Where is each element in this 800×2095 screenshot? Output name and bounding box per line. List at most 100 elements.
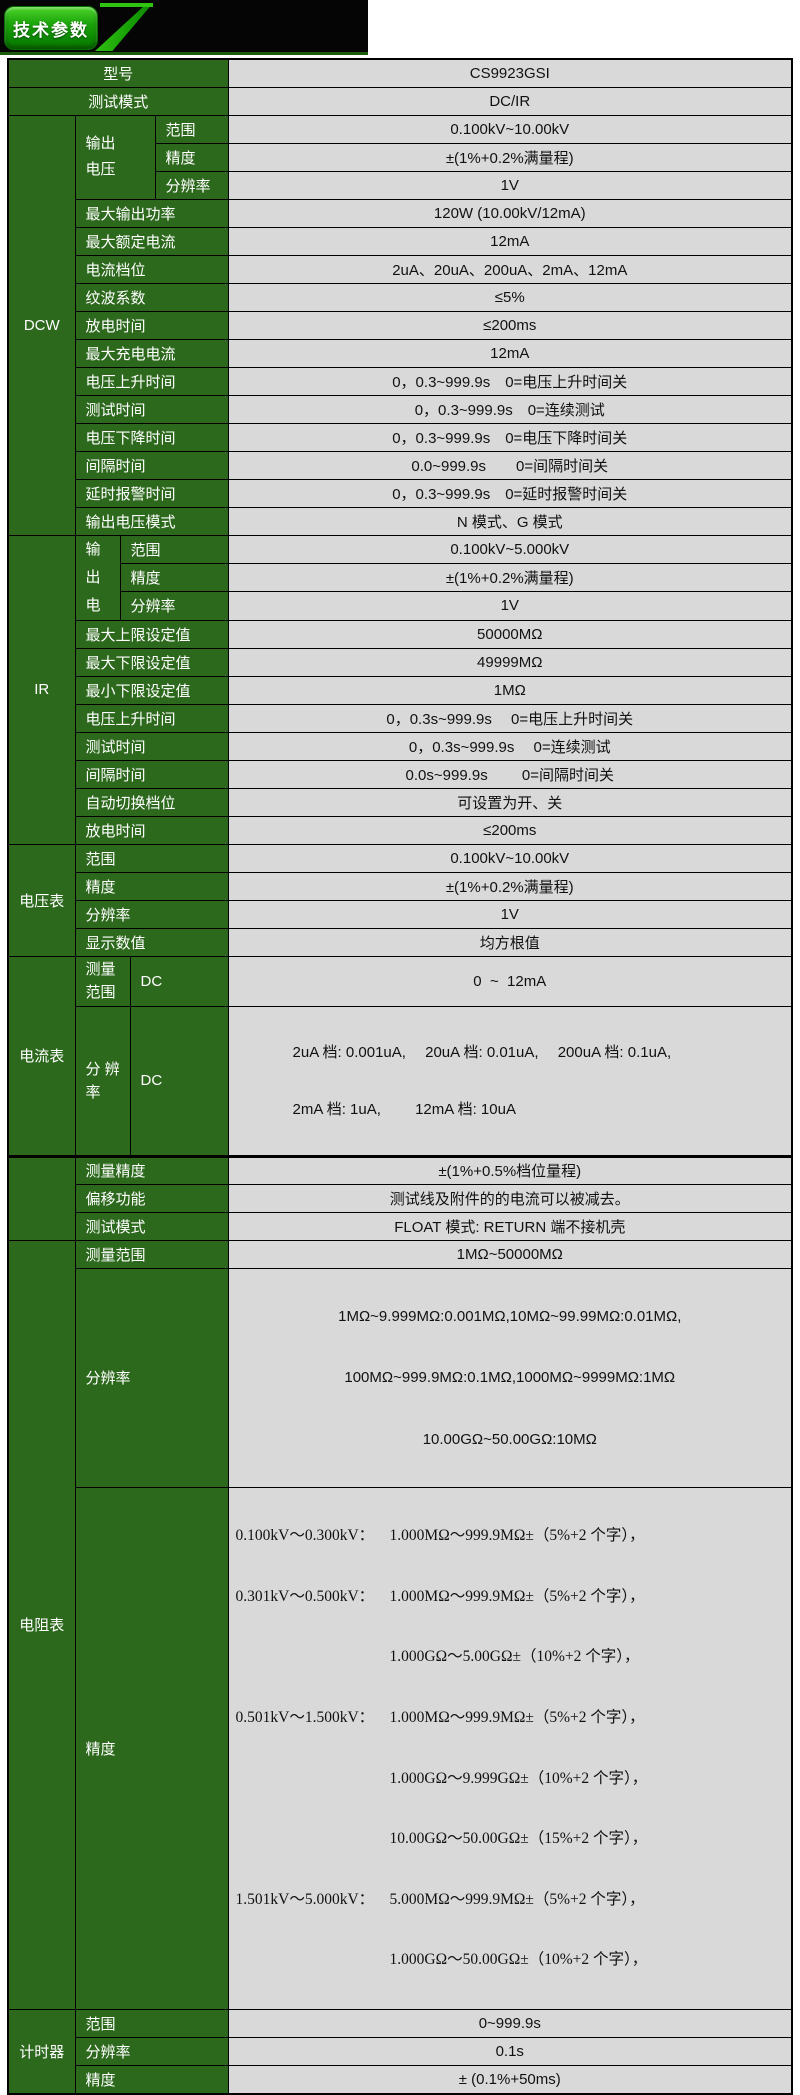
row-value: 0，0.3s~999.9s 0=电压上升时间关 [227, 703, 793, 733]
row-label: 自动切换档位 [74, 787, 229, 817]
value-line: 0.501kV～1.500kV： 1.000MΩ～999.9MΩ±（5%+2 个字… [235, 1709, 645, 1727]
spec-row: 测试时间 0，0.3~999.9s 0=连续测试 [8, 394, 793, 424]
row-label: 精度 [74, 871, 229, 901]
spec-row: 最大充电电流 12mA [8, 338, 793, 368]
spec-row: 分辨率 1V [8, 899, 793, 929]
row-value: 0，0.3s~999.9s 0=连续测试 [227, 731, 793, 761]
label-line: 率 [85, 1083, 101, 1101]
row-value: 1MΩ~9.999MΩ:0.001MΩ,10MΩ~99.99MΩ:0.01MΩ,… [227, 1267, 793, 1489]
row-value: 0.100kV~5.000kV [227, 534, 793, 564]
row-label: 分辨率 [74, 899, 229, 929]
spec-row: 电流表 测量 范围 DC 0 ~ 12mA [7, 955, 793, 1157]
value-line: 2mA 档: 1uA, 12mA 档: 10uA [292, 1100, 516, 1118]
ammeter-range-dc-label: DC [129, 955, 229, 1007]
spec-row: 电压上升时间 0，0.3~999.9s 0=电压上升时间关 [8, 366, 793, 396]
spec-row: 间隔时间 0.0~999.9s 0=间隔时间关 [8, 450, 793, 480]
section-dcw-label: DCW [7, 114, 76, 536]
value-line: 1.000GΩ～9.999GΩ±（10%+2 个字）， [389, 1769, 648, 1787]
section-ir-label: IR [7, 534, 76, 845]
row-label: 电压下降时间 [74, 422, 229, 452]
row-value: ±(1%+0.2%满量程) [227, 871, 793, 901]
value-line: 100MΩ~999.9MΩ:0.1MΩ,1000MΩ~9999MΩ:1MΩ [344, 1369, 676, 1387]
row-label: 测试时间 [74, 731, 229, 761]
row-value: 0.0~999.9s 0=间隔时间关 [227, 450, 793, 480]
tech-params-tab: 技术参数 [4, 6, 98, 50]
spec-row: 测试时间 0，0.3s~999.9s 0=连续测试 [8, 731, 793, 761]
title-banner: 技术参数 [0, 0, 800, 58]
row-value: 均方根值 [227, 927, 793, 957]
spec-row: 分 辨 率 DC 2uA 档: 0.001uA, 20uA 档: 0.01uA,… [8, 1005, 793, 1157]
value-line: 2uA 档: 0.001uA, 20uA 档: 0.01uA, 200uA 档:… [292, 1043, 672, 1061]
row-label: 延时报警时间 [74, 478, 229, 508]
row-label: 最大输出功率 [74, 198, 229, 228]
row-label: 范围 [74, 843, 229, 873]
spec-table: 型号 CS9923GSI 测试模式 DC/IR DCW 输出 电压 范围 0.1… [7, 58, 793, 2095]
tech-params-title: 技术参数 [13, 20, 89, 40]
spec-row: 最小下限设定值 1MΩ [8, 675, 793, 705]
value-line: 10.00GΩ~50.00GΩ:10MΩ [422, 1430, 597, 1448]
spec-row: 测试模式 FLOAT 模式: RETURN 端不接机壳 [8, 1211, 793, 1241]
row-value: 0，0.3~999.9s 0=连续测试 [227, 394, 793, 424]
spec-row: 最大输出功率 120W (10.00kV/12mA) [8, 198, 793, 228]
spec-row: 最大额定电流 12mA [8, 226, 793, 256]
ir-output-label: 输 出 电 [74, 534, 121, 621]
row-value: 0.100kV～0.300kV： 1.000MΩ～999.9MΩ±（5%+2 个字… [227, 1487, 793, 2011]
row-label: 范围 [154, 114, 229, 144]
section-voltmeter-label: 电压表 [7, 843, 76, 957]
row-label: 最大额定电流 [74, 226, 229, 256]
row-value: 12mA [227, 226, 793, 256]
row-value: 0，0.3~999.9s 0=电压上升时间关 [227, 366, 793, 396]
empty-section-cell [7, 1154, 76, 1241]
row-label: 测试模式 [74, 1211, 229, 1241]
spec-row: 电压表 范围 0.100kV~10.00kV [7, 843, 793, 957]
banner-swoosh-shape [95, 3, 153, 51]
row-label: 放电时间 [74, 815, 229, 845]
row-label: 精度 [154, 142, 229, 172]
row-label: 最大充电电流 [74, 338, 229, 368]
row-label: 分辨率 [119, 591, 229, 621]
ammeter-resolution-dc-label: DC [129, 1005, 229, 1157]
spec-row: 间隔时间 0.0s~999.9s 0=间隔时间关 [8, 759, 793, 789]
row-label: 输出电压模式 [74, 506, 229, 536]
spec-row: 电压下降时间 0，0.3~999.9s 0=电压下降时间关 [8, 422, 793, 452]
value-line: 0.100kV～0.300kV： 1.000MΩ～999.9MΩ±（5%+2 个字… [235, 1527, 645, 1545]
row-value: 120W (10.00kV/12mA) [227, 198, 793, 228]
row-label: 最大上限设定值 [74, 619, 229, 649]
row-value: 0.1s [227, 2037, 793, 2067]
spec-row: 显示数值 均方根值 [8, 927, 793, 957]
row-value: ±(1%+0.2%满量程) [227, 142, 793, 172]
row-value: DC/IR [227, 86, 793, 116]
row-value: 1V [227, 899, 793, 929]
spec-row: 精度 ± (0.1%+50ms) [8, 2065, 793, 2095]
spec-row: 电阻表 测量范围 1MΩ~50000MΩ [7, 1239, 793, 2011]
row-value: 0，0.3~999.9s 0=延时报警时间关 [227, 478, 793, 508]
row-label: 放电时间 [74, 310, 229, 340]
section-ammeter-label: 电流表 [7, 955, 76, 1157]
row-label: 范围 [74, 2009, 229, 2039]
value-line: 1.000GΩ～5.00GΩ±（10%+2 个字）， [389, 1648, 640, 1666]
ammeter-range-label: 测量 范围 [74, 955, 131, 1007]
spec-row: 最大上限设定值 50000MΩ [8, 619, 793, 649]
row-label: 纹波系数 [74, 282, 229, 312]
row-label: 测量精度 [74, 1154, 229, 1185]
row-value: 50000MΩ [227, 619, 793, 649]
row-label: 测试时间 [74, 394, 229, 424]
row-label: 分辨率 [74, 1267, 229, 1489]
label-line: 输出 [85, 135, 116, 152]
row-label: 偏移功能 [74, 1183, 229, 1213]
row-value: 1MΩ [227, 675, 793, 705]
spec-row: 最大下限设定值 49999MΩ [8, 647, 793, 677]
spec-row: 放电时间 ≤200ms [8, 815, 793, 845]
spec-row: 电流档位 2uA、20uA、200uA、2mA、12mA [8, 254, 793, 284]
row-value: 0.0s~999.9s 0=间隔时间关 [227, 759, 793, 789]
spec-row: 精度 ±(1%+0.2%满量程) [8, 871, 793, 901]
row-value: 测试线及附件的的电流可以被减去。 [227, 1183, 793, 1213]
spec-row: 纹波系数 ≤5% [8, 282, 793, 312]
label-line: 范围 [85, 984, 116, 1001]
spec-row: 放电时间 ≤200ms [8, 310, 793, 340]
spec-row: 计时器 范围 0~999.9s [7, 2009, 793, 2095]
spec-row: 输出电压模式 N 模式、G 模式 [8, 506, 793, 536]
row-label: 最小下限设定值 [74, 675, 229, 705]
row-label: 分辨率 [154, 170, 229, 200]
row-value: 2uA 档: 0.001uA, 20uA 档: 0.01uA, 200uA 档:… [227, 1005, 793, 1157]
